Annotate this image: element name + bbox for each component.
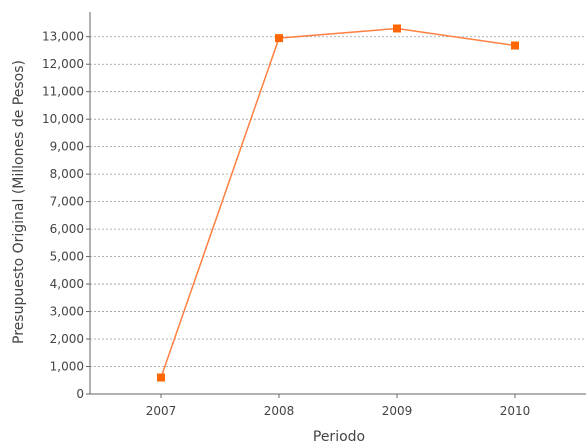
- y-tick-label: 8,000: [50, 167, 84, 181]
- y-tick-label: 11,000: [42, 85, 84, 99]
- y-tick-label: 13,000: [42, 30, 84, 44]
- y-tick-label: 4,000: [50, 277, 84, 291]
- x-tick-label: 2009: [382, 404, 413, 418]
- axes: [90, 12, 586, 394]
- y-tick-label: 12,000: [42, 57, 84, 71]
- x-tick-label: 2008: [264, 404, 295, 418]
- x-tick-label: 2010: [500, 404, 531, 418]
- y-tick-label: 6,000: [50, 222, 84, 236]
- data-point: [157, 374, 165, 382]
- x-tick-label: 2007: [146, 404, 177, 418]
- series-line: [161, 28, 515, 377]
- y-tick-label: 7,000: [50, 195, 84, 209]
- x-axis-title: Periodo: [313, 429, 365, 444]
- y-tick-label: 0: [76, 387, 84, 401]
- y-tick-label: 9,000: [50, 140, 84, 154]
- y-tick-label: 1,000: [50, 360, 84, 374]
- data-point: [393, 24, 401, 32]
- y-tick-label: 5,000: [50, 250, 84, 264]
- x-axis-ticks: 2007 2008 2009 2010: [146, 394, 531, 418]
- series-group: [157, 24, 519, 381]
- grid-lines: [90, 37, 586, 367]
- data-point: [511, 42, 519, 50]
- y-axis-title: Presupuesto Original (Millones de Pesos): [11, 60, 27, 344]
- y-tick-label: 10,000: [42, 112, 84, 126]
- y-tick-label: 3,000: [50, 305, 84, 319]
- y-tick-label: 2,000: [50, 332, 84, 346]
- y-axis-ticks: 0 1,000 2,000 3,000 4,000 5,000 6,000 7,000 8,00…: [42, 30, 90, 401]
- data-point: [275, 34, 283, 42]
